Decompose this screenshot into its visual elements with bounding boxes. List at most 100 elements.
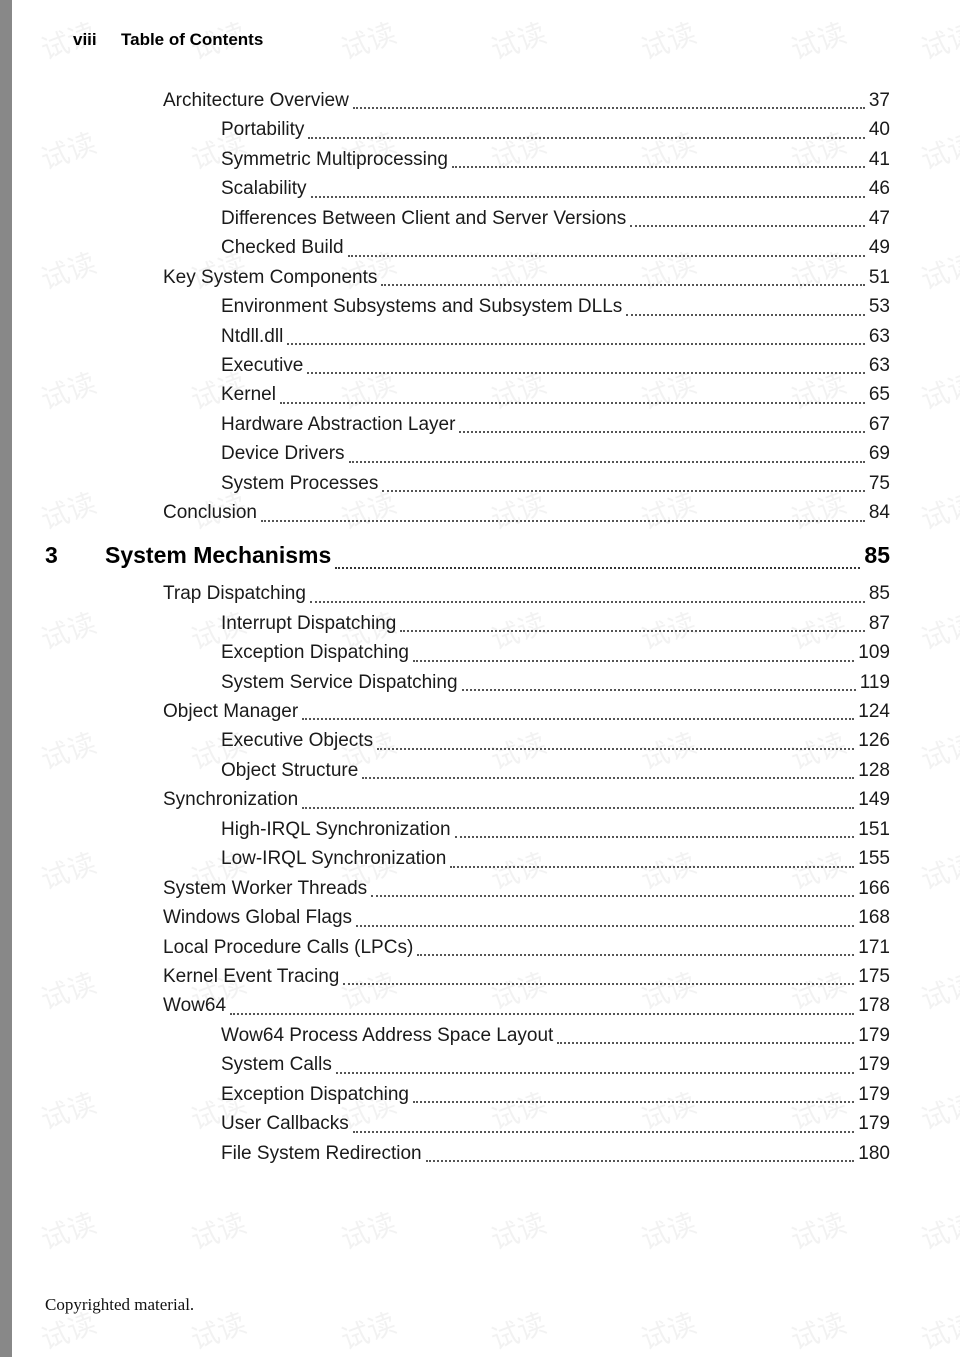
toc-leader-dots [353,107,865,109]
toc-leader-dots [287,343,865,345]
toc-entry-page: 178 [858,991,890,1020]
toc-entry-page: 128 [858,756,890,785]
toc-leader-dots [557,1042,854,1044]
toc-entry-title: Kernel [221,380,276,409]
toc-entry-page: 53 [869,292,890,321]
watermark-text: 试读 [335,1302,401,1357]
toc-entry-title: Exception Dispatching [221,638,409,667]
toc-leader-dots [413,660,854,662]
toc-leader-dots [459,431,864,433]
toc-entry-title: Key System Components [163,263,377,292]
toc-leader-dots [450,866,854,868]
toc-entry-title: System Service Dispatching [221,668,458,697]
toc-leader-dots [371,895,854,897]
toc-chapter-row: 3System Mechanisms85 [45,534,890,578]
toc-entry-title: Architecture Overview [163,86,349,115]
toc-leader-dots [302,718,854,720]
toc-leader-dots [630,225,865,227]
toc-leader-dots [261,520,865,522]
toc-entry: Kernel65 [105,380,890,409]
toc-leader-dots [310,601,865,603]
watermark-text: 试读 [35,1202,101,1259]
toc-entry: Hardware Abstraction Layer67 [105,410,890,439]
toc-entry-page: 180 [858,1139,890,1168]
toc-entry-title: Wow64 [163,991,226,1020]
watermark-text: 试读 [785,1302,851,1357]
toc-entry-page: 166 [858,874,890,903]
toc-entry: File System Redirection180 [105,1139,890,1168]
toc-entry-page: 63 [869,322,890,351]
toc-entry-title: Local Procedure Calls (LPCs) [163,933,413,962]
watermark-text: 试读 [915,1302,960,1357]
toc-entry: Symmetric Multiprocessing 41 [105,145,890,174]
toc-entry-title: Executive [221,351,303,380]
toc-entry: User Callbacks 179 [105,1109,890,1138]
toc-leader-dots [626,314,865,316]
toc-entry: Environment Subsystems and Subsystem DLL… [105,292,890,321]
toc-entry-page: 168 [858,903,890,932]
toc-entry-page: 124 [858,697,890,726]
watermark-text: 试读 [185,1302,251,1357]
toc-entry-title: Exception Dispatching [221,1080,409,1109]
toc-entry-title: High-IRQL Synchronization [221,815,451,844]
toc-entry-title: System Calls [221,1050,332,1079]
watermark-text: 试读 [485,1202,551,1259]
watermark-text: 试读 [785,1202,851,1259]
toc-entry: Low-IRQL Synchronization155 [105,844,890,873]
toc-entry-page: 41 [869,145,890,174]
toc-entry-page: 149 [858,785,890,814]
toc-entry-page: 40 [869,115,890,144]
toc-entry-title: User Callbacks [221,1109,349,1138]
toc-entry-title: Differences Between Client and Server Ve… [221,204,626,233]
toc-entry-page: 179 [858,1109,890,1138]
toc-leader-dots [356,925,854,927]
toc-entry: Synchronization 149 [105,785,890,814]
toc-entry: Object Manager 124 [105,697,890,726]
toc-leader-dots [230,1013,854,1015]
toc-leader-dots [349,461,865,463]
toc-entry: Interrupt Dispatching87 [105,609,890,638]
toc-entry-page: 47 [869,204,890,233]
watermark-text: 试读 [915,12,960,69]
toc-entry-page: 151 [858,815,890,844]
toc-leader-dots [307,372,864,374]
watermark-text: 试读 [915,1082,960,1139]
toc-leader-dots [353,1131,855,1133]
toc-entry-title: Object Manager [163,697,298,726]
toc-leader-dots [413,1101,854,1103]
toc-entry-title: Scalability [221,174,307,203]
watermark-text: 试读 [185,1202,251,1259]
watermark-text: 试读 [915,722,960,779]
toc-entry: Key System Components51 [105,263,890,292]
toc-entry-page: 85 [869,579,890,608]
toc-leader-dots [335,567,860,569]
toc-entry: Wow64 Process Address Space Layout179 [105,1021,890,1050]
chapter-number: 3 [45,534,105,578]
watermark-text: 试读 [635,1202,701,1259]
watermark-text: 试读 [485,1302,551,1357]
toc-entry-title: Low-IRQL Synchronization [221,844,446,873]
watermark-text: 试读 [635,1302,701,1357]
toc-entry-page: 119 [860,668,890,697]
watermark-text: 试读 [915,602,960,659]
toc-entry-title: Checked Build [221,233,344,262]
toc-entry-page: 179 [858,1021,890,1050]
page-content: viii Table of Contents Architecture Over… [45,30,890,1168]
toc-entry-page: 126 [858,726,890,755]
toc-entry-page: 49 [869,233,890,262]
toc-entry: Exception Dispatching109 [105,638,890,667]
toc-entry: Windows Global Flags168 [105,903,890,932]
toc-entry-title: Kernel Event Tracing [163,962,339,991]
toc-entry: System Processes75 [105,469,890,498]
chapter-title: System Mechanisms [105,534,331,578]
toc-entry-title: System Worker Threads [163,874,367,903]
toc-entry-title: Symmetric Multiprocessing [221,145,448,174]
toc-entry-title: Ntdll.dll [221,322,283,351]
toc-entry: System Calls179 [105,1050,890,1079]
page-number: viii [45,30,105,50]
toc-entry-title: Interrupt Dispatching [221,609,396,638]
watermark-text: 试读 [915,482,960,539]
toc-entry-title: Hardware Abstraction Layer [221,410,455,439]
toc-leader-dots [417,954,854,956]
toc-entry-title: Synchronization [163,785,298,814]
